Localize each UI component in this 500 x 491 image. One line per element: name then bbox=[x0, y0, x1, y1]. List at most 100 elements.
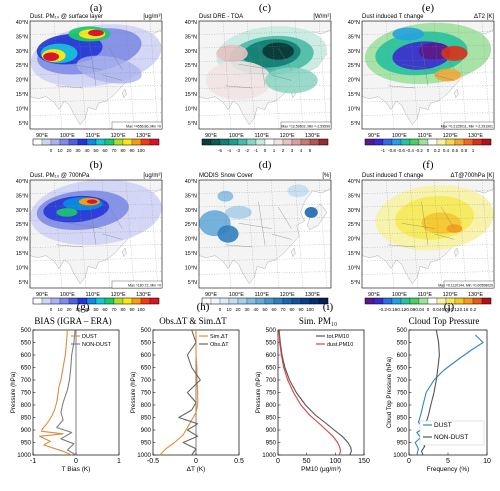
graticule-lat bbox=[362, 244, 494, 248]
lon-label: 100°E bbox=[229, 133, 244, 139]
lon-label: 100°E bbox=[60, 133, 75, 139]
colorbar-swatch bbox=[382, 297, 393, 305]
graticule-lon bbox=[433, 180, 443, 288]
colorbar-swatch bbox=[77, 138, 88, 146]
colorbar-tick: 50 bbox=[93, 148, 99, 153]
map-frame bbox=[361, 20, 495, 130]
border-line bbox=[225, 244, 252, 248]
graticule-lat bbox=[30, 85, 162, 89]
x-tick-label: 1 bbox=[117, 458, 121, 465]
colorbar-swatch bbox=[418, 297, 429, 305]
graticule-lat bbox=[199, 31, 331, 35]
lat-label: 10°N bbox=[348, 265, 360, 271]
colorbar-tick: 0.12 bbox=[451, 307, 460, 312]
border-line bbox=[238, 223, 272, 229]
island bbox=[454, 88, 459, 99]
colorbar-swatch bbox=[436, 138, 447, 146]
border-line bbox=[89, 201, 97, 245]
colorbar-tick: 10 bbox=[57, 148, 63, 153]
island bbox=[454, 247, 459, 258]
colorbar-tick: 100 bbox=[137, 148, 145, 153]
colorbar-tick: 0.8 bbox=[461, 148, 468, 153]
y-tick-label: 800 bbox=[141, 402, 152, 409]
colorbar-tick: 0 bbox=[50, 148, 53, 153]
border-line bbox=[278, 206, 292, 229]
series-line bbox=[56, 329, 77, 456]
field-blob bbox=[287, 184, 309, 198]
graticule-lat bbox=[362, 112, 494, 116]
colorbar-swatch bbox=[318, 138, 329, 146]
chart-letter: (g) bbox=[77, 301, 90, 313]
border-line bbox=[109, 47, 123, 70]
colorbar-frame bbox=[364, 297, 492, 305]
y-tick-label: 800 bbox=[397, 402, 408, 409]
colorbar-tick: 80 bbox=[120, 148, 126, 153]
graticule-lat bbox=[30, 217, 162, 221]
x-tick-label: 100 bbox=[329, 458, 341, 465]
profile-chart-h: (h) Obs.ΔT & Sim.ΔT 500 550 600 650 700 750 80… bbox=[130, 301, 244, 473]
lat-label: 15°N bbox=[348, 251, 360, 257]
lat-label: 20°N bbox=[348, 237, 360, 243]
y-tick-label: 650 bbox=[266, 365, 277, 372]
lat-label: 30°N bbox=[348, 208, 360, 214]
graticule-lon bbox=[125, 180, 135, 288]
graticule-lat bbox=[362, 190, 494, 194]
x-tick-label: 5 bbox=[446, 458, 450, 465]
x-tick-label: 50 bbox=[303, 458, 311, 465]
colorbar-swatch bbox=[228, 297, 239, 305]
colorbar-tick: 0 bbox=[219, 307, 222, 312]
y-tick-label: 650 bbox=[397, 365, 408, 372]
lat-label: 10°N bbox=[16, 265, 28, 271]
stats-text: Max =4556.86, Min =0 bbox=[126, 125, 161, 129]
lat-label: 5°N bbox=[19, 280, 28, 286]
graticule-lat bbox=[362, 98, 494, 103]
lat-label: 15°N bbox=[348, 92, 360, 98]
graticule-lat bbox=[30, 244, 162, 248]
lat-label: 40°N bbox=[16, 20, 28, 26]
colorbar-swatch bbox=[391, 138, 402, 146]
colorbar-tick: 1 bbox=[273, 148, 276, 153]
lat-label: 30°N bbox=[185, 49, 197, 55]
series-line bbox=[159, 330, 199, 456]
border-line bbox=[441, 206, 455, 229]
colorbar-swatch bbox=[255, 297, 266, 305]
graticule-lat bbox=[362, 257, 494, 262]
legend-label: NON-DUST bbox=[82, 342, 112, 348]
y-tick-label: 800 bbox=[21, 402, 32, 409]
field-blob bbox=[86, 199, 98, 204]
x-tick-label: 0 bbox=[194, 458, 198, 465]
colorbar-frame bbox=[32, 138, 160, 146]
colorbar-tick: 100 bbox=[137, 307, 145, 312]
graticule-lat bbox=[362, 85, 494, 89]
colorbar-tick: 4 bbox=[300, 148, 303, 153]
lon-label: 120°E bbox=[443, 133, 458, 139]
colorbar-tick: 100 bbox=[306, 307, 314, 312]
y-tick-label: 500 bbox=[397, 327, 408, 334]
lat-label: 40°N bbox=[185, 179, 197, 185]
colorbar-tick: -0.2 bbox=[415, 148, 423, 153]
graticule-lat bbox=[199, 71, 331, 76]
lon-label: 110°E bbox=[254, 133, 269, 139]
lat-label: 30°N bbox=[16, 208, 28, 214]
colorbar-swatch bbox=[104, 138, 115, 146]
colorbar-tick: 20 bbox=[66, 307, 72, 312]
legend: DUST NON-DUST bbox=[419, 420, 485, 446]
colorbar-frame bbox=[32, 297, 160, 305]
profile-chart-j: (j) Cloud Top Pressure 50055060065070075… bbox=[386, 301, 491, 473]
colorbar: 0 10 20 30 40 50 60 70 80 90 100 bbox=[201, 297, 329, 312]
colorbar-tick: 0.4 bbox=[443, 148, 450, 153]
lat-label: 15°N bbox=[185, 251, 197, 257]
legend: DUST NON-DUST bbox=[71, 334, 112, 348]
x-axis-label: Frequency (%) bbox=[427, 466, 470, 473]
y-tick-label: 750 bbox=[21, 390, 32, 397]
y-tick-label: 650 bbox=[21, 365, 32, 372]
graticule-lat bbox=[362, 31, 494, 35]
colorbar-tick: 60 bbox=[102, 307, 108, 312]
map-frame bbox=[29, 20, 163, 130]
border-line bbox=[258, 42, 266, 86]
colorbar-swatch bbox=[122, 297, 133, 305]
legend-label: DUST bbox=[82, 334, 98, 340]
field-blob bbox=[76, 55, 142, 84]
legend-label: dust.PM10 bbox=[327, 342, 353, 348]
map-title: Dust. PM₁₀ @ surface layer bbox=[30, 14, 103, 20]
